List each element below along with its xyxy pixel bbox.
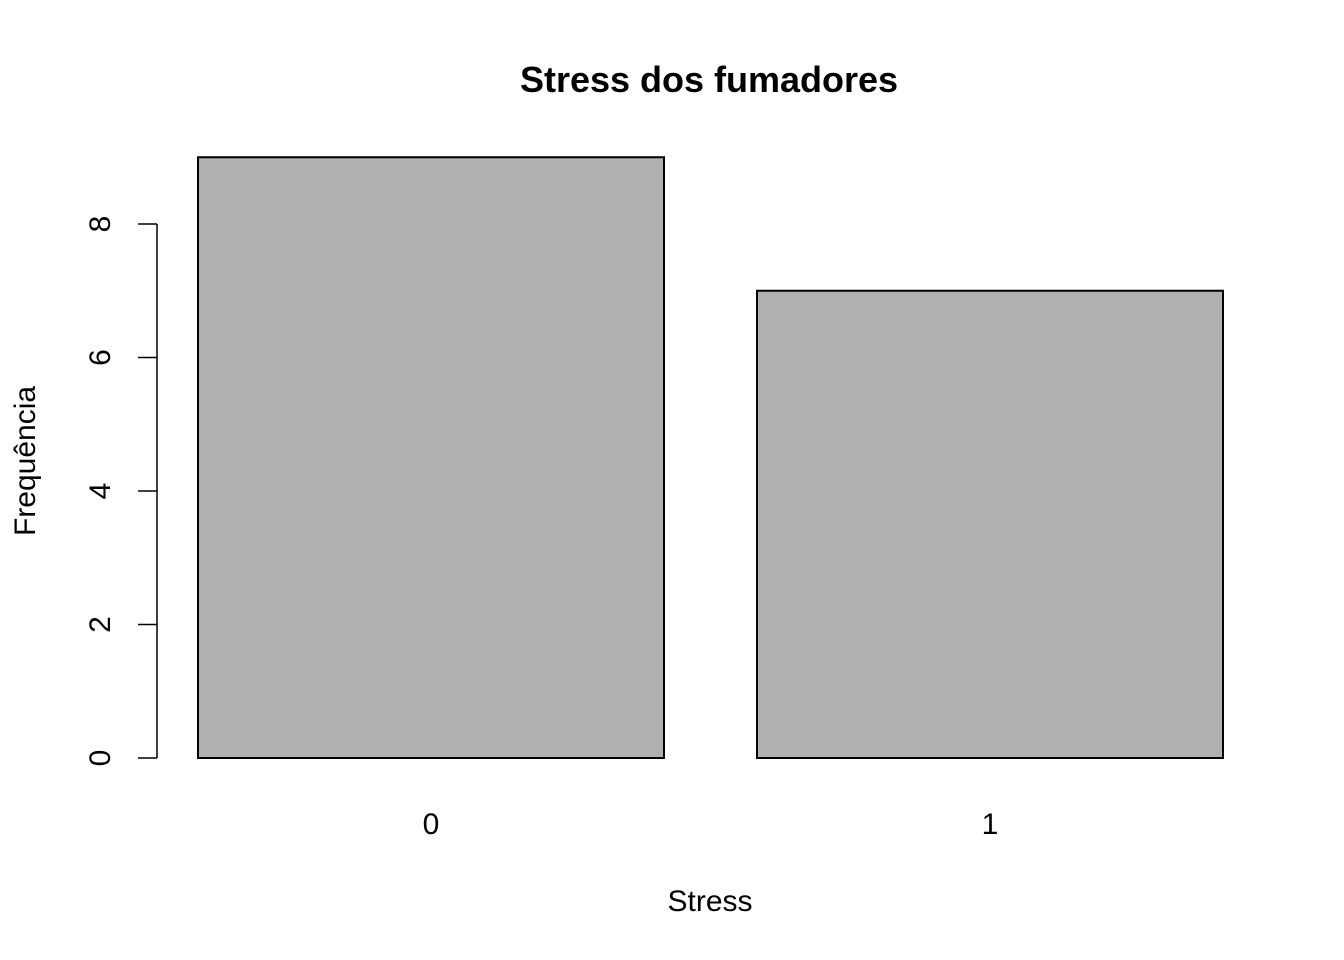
y-tick-label-2: 2: [84, 616, 117, 633]
y-axis: 0 2 4 6 8: [84, 216, 158, 767]
plot-area: [197, 156, 1224, 759]
y-tick-label-4: 4: [84, 483, 117, 500]
bar-0: [197, 156, 665, 759]
x-tick-label-0: 0: [423, 808, 440, 841]
y-tick-label-8: 8: [84, 216, 117, 233]
y-axis-label: Frequência: [9, 386, 42, 536]
x-tick-label-1: 1: [982, 808, 999, 841]
y-tick-label-0: 0: [84, 750, 117, 767]
x-axis-label: Stress: [667, 885, 752, 918]
bar-1: [756, 289, 1224, 759]
chart-title: Stress dos fumadores: [520, 59, 898, 100]
y-tick-label-6: 6: [84, 349, 117, 366]
